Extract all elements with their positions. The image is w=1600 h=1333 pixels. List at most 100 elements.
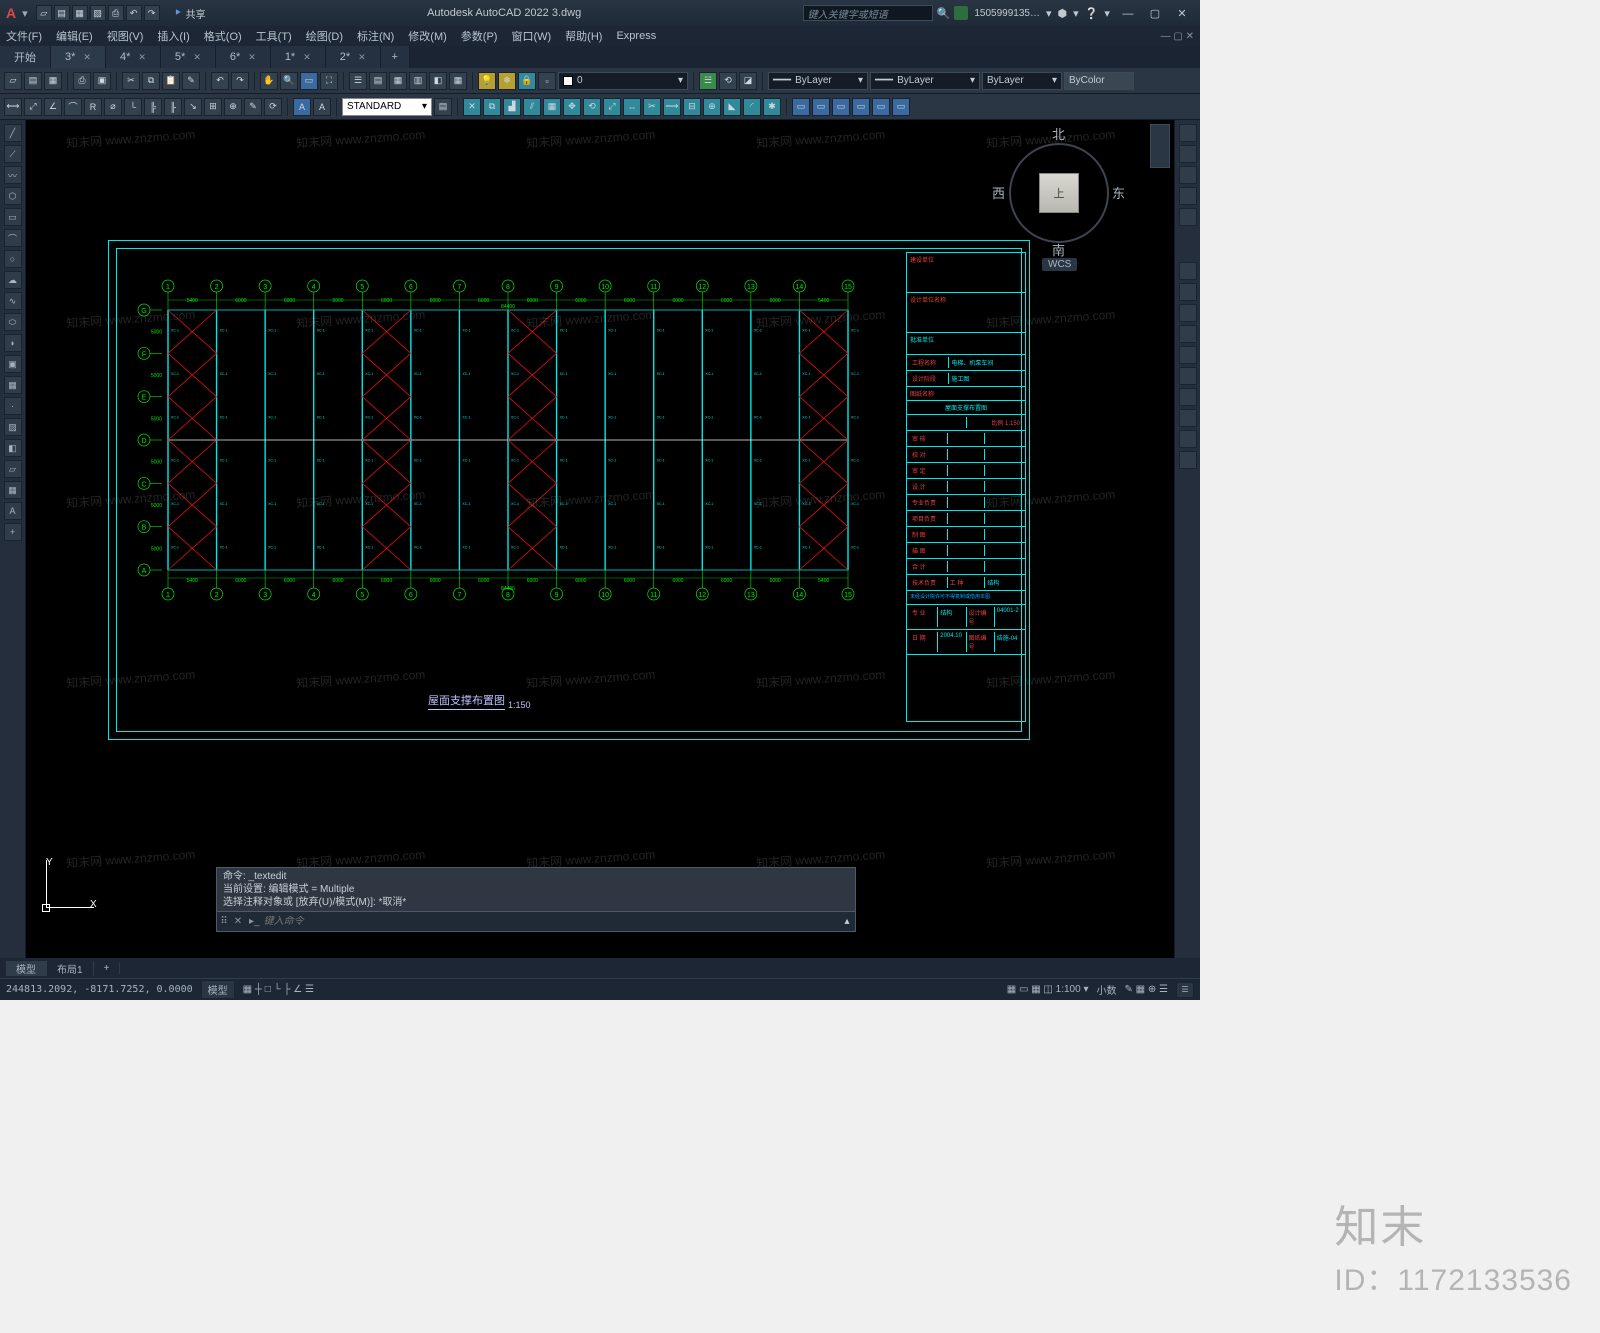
nav-wheel-icon[interactable] — [1179, 124, 1197, 142]
draw-block-icon[interactable]: ▦ — [4, 376, 22, 394]
doc-tab[interactable]: 2*✕ — [326, 46, 381, 68]
draw-spline-icon[interactable]: ∿ — [4, 292, 22, 310]
mod-scale-icon[interactable]: ⤢ — [603, 98, 621, 116]
tb-paste-icon[interactable]: 📋 — [162, 72, 180, 90]
doc-tab[interactable]: 3*✕ — [51, 46, 106, 68]
tb-undo-icon[interactable]: ↶ — [211, 72, 229, 90]
menu-view[interactable]: 视图(V) — [107, 28, 144, 44]
new-tab-button[interactable]: + — [381, 46, 410, 68]
et-5-icon[interactable]: ▭ — [872, 98, 890, 116]
rt-7-icon[interactable] — [1179, 388, 1197, 406]
tb-cut-icon[interactable]: ✂ — [122, 72, 140, 90]
tb-layer-lock-icon[interactable]: 🔒 — [518, 72, 536, 90]
mod-offset-icon[interactable]: ⫽ — [523, 98, 541, 116]
share-button[interactable]: 共享 — [186, 6, 206, 21]
draw-point-icon[interactable]: · — [4, 397, 22, 415]
rt-8-icon[interactable] — [1179, 409, 1197, 427]
lineweight-dropdown[interactable]: ━━━ ByLayer▾ — [870, 72, 980, 90]
textstyle-dropdown[interactable]: STANDARD▾ — [342, 98, 432, 116]
tab-layout1[interactable]: 布局1 — [47, 961, 94, 976]
draw-circle-icon[interactable]: ○ — [4, 250, 22, 268]
drafting-settings[interactable]: ▦ ┼ □ └ ├ ∠ ☰ — [243, 984, 314, 995]
anno-scale[interactable]: ▦ ▭ ▦ ◫ 1:100 ▾ — [1007, 984, 1089, 995]
tb-redo-icon[interactable]: ↷ — [231, 72, 249, 90]
tb-layer-bulb-icon[interactable]: 💡 — [478, 72, 496, 90]
nav-showmotion-icon[interactable] — [1179, 208, 1197, 226]
user-name[interactable]: 1505999135… — [974, 8, 1040, 19]
tb-dc-icon[interactable]: ▤ — [369, 72, 387, 90]
minimize-button[interactable]: — — [1116, 8, 1140, 20]
draw-xline-icon[interactable]: ⟋ — [4, 145, 22, 163]
maximize-button[interactable]: ▢ — [1143, 7, 1167, 20]
menu-window[interactable]: 窗口(W) — [511, 28, 551, 44]
viewcube-east[interactable]: 东 — [1112, 183, 1125, 202]
customize-icon[interactable]: ☰ — [1176, 982, 1194, 998]
help-search[interactable]: 键入关键字或短语 — [803, 5, 933, 21]
dim-aligned-icon[interactable]: ⤢ — [24, 98, 42, 116]
menu-modify[interactable]: 修改(M) — [408, 28, 447, 44]
rt-2-icon[interactable] — [1179, 283, 1197, 301]
draw-region-icon[interactable]: ▱ — [4, 460, 22, 478]
menu-draw[interactable]: 绘图(D) — [306, 28, 343, 44]
draw-pline-icon[interactable]: 〰 — [4, 166, 22, 184]
mod-join-icon[interactable]: ⊕ — [703, 98, 721, 116]
draw-revcloud-icon[interactable]: ☁ — [4, 271, 22, 289]
text-mtext-icon[interactable]: A — [293, 98, 311, 116]
plotstyle-dropdown[interactable]: ByLayer▾ — [982, 72, 1062, 90]
qat-undo-icon[interactable]: ↶ — [126, 5, 142, 21]
menu-insert[interactable]: 插入(I) — [157, 28, 189, 44]
mod-fillet-icon[interactable]: ◜ — [743, 98, 761, 116]
dim-style-icon[interactable]: ▤ — [434, 98, 452, 116]
draw-table-icon[interactable]: ▦ — [4, 481, 22, 499]
nav-pan-icon[interactable] — [1179, 145, 1197, 163]
tb-copy-icon[interactable]: ⧉ — [142, 72, 160, 90]
tb-layer-color-icon[interactable]: ▫ — [538, 72, 556, 90]
tb-props-icon[interactable]: ☰ — [349, 72, 367, 90]
draw-ellipse-icon[interactable]: ⬭ — [4, 313, 22, 331]
minimap-icon[interactable] — [1150, 124, 1170, 168]
doc-tab[interactable]: 5*✕ — [161, 46, 216, 68]
draw-line-icon[interactable]: ╱ — [4, 124, 22, 142]
viewcube-west[interactable]: 西 — [992, 183, 1005, 202]
dim-continue-icon[interactable]: ╟ — [164, 98, 182, 116]
menu-format[interactable]: 格式(O) — [204, 28, 242, 44]
tab-model[interactable]: 模型 — [6, 961, 47, 976]
dim-angular-icon[interactable]: ∠ — [44, 98, 62, 116]
viewcube-north[interactable]: 北 — [1052, 124, 1065, 143]
mod-erase-icon[interactable]: ✕ — [463, 98, 481, 116]
tb-zoomwin-icon[interactable]: ▭ — [300, 72, 318, 90]
dim-center-icon[interactable]: ⊕ — [224, 98, 242, 116]
draw-arc-icon[interactable]: ⌒ — [4, 229, 22, 247]
color-dropdown[interactable]: ByColor — [1064, 72, 1134, 90]
dim-tolerance-icon[interactable]: ⊞ — [204, 98, 222, 116]
tb-layermgr-icon[interactable]: ☱ — [699, 72, 717, 90]
tb-calc-icon[interactable]: ▦ — [449, 72, 467, 90]
nav-zoomext-icon[interactable] — [1179, 166, 1197, 184]
tb-open-icon[interactable]: ▤ — [24, 72, 42, 90]
tb-new-icon[interactable]: ▱ — [4, 72, 22, 90]
menu-help[interactable]: 帮助(H) — [565, 28, 602, 44]
et-4-icon[interactable]: ▭ — [852, 98, 870, 116]
mod-rotate-icon[interactable]: ⟲ — [583, 98, 601, 116]
linetype-dropdown[interactable]: ━━━ ByLayer▾ — [768, 72, 868, 90]
viewcube[interactable]: 上 北 南 东 西 WCS — [994, 128, 1124, 258]
draw-rect-icon[interactable]: ▭ — [4, 208, 22, 226]
et-2-icon[interactable]: ▭ — [812, 98, 830, 116]
rt-10-icon[interactable] — [1179, 451, 1197, 469]
help-icon[interactable]: ❔ — [1085, 7, 1099, 20]
command-input[interactable] — [264, 916, 839, 927]
mod-break-icon[interactable]: ⊟ — [683, 98, 701, 116]
viewcube-south[interactable]: 南 — [1052, 240, 1065, 259]
tb-pan-icon[interactable]: ✋ — [260, 72, 278, 90]
command-line[interactable]: ⠿ ✕ ▸_ ▴ — [217, 911, 855, 931]
mod-array-icon[interactable]: ▦ — [543, 98, 561, 116]
tb-layer-freeze-icon[interactable]: ❄ — [498, 72, 516, 90]
draw-polygon-icon[interactable]: ⬡ — [4, 187, 22, 205]
qat-redo-icon[interactable]: ↷ — [144, 5, 160, 21]
rt-1-icon[interactable] — [1179, 262, 1197, 280]
et-1-icon[interactable]: ▭ — [792, 98, 810, 116]
draw-mtext-icon[interactable]: A — [4, 502, 22, 520]
rt-9-icon[interactable] — [1179, 430, 1197, 448]
doc-tab[interactable]: 4*✕ — [106, 46, 161, 68]
modelspace-toggle[interactable]: 模型 — [201, 980, 235, 999]
